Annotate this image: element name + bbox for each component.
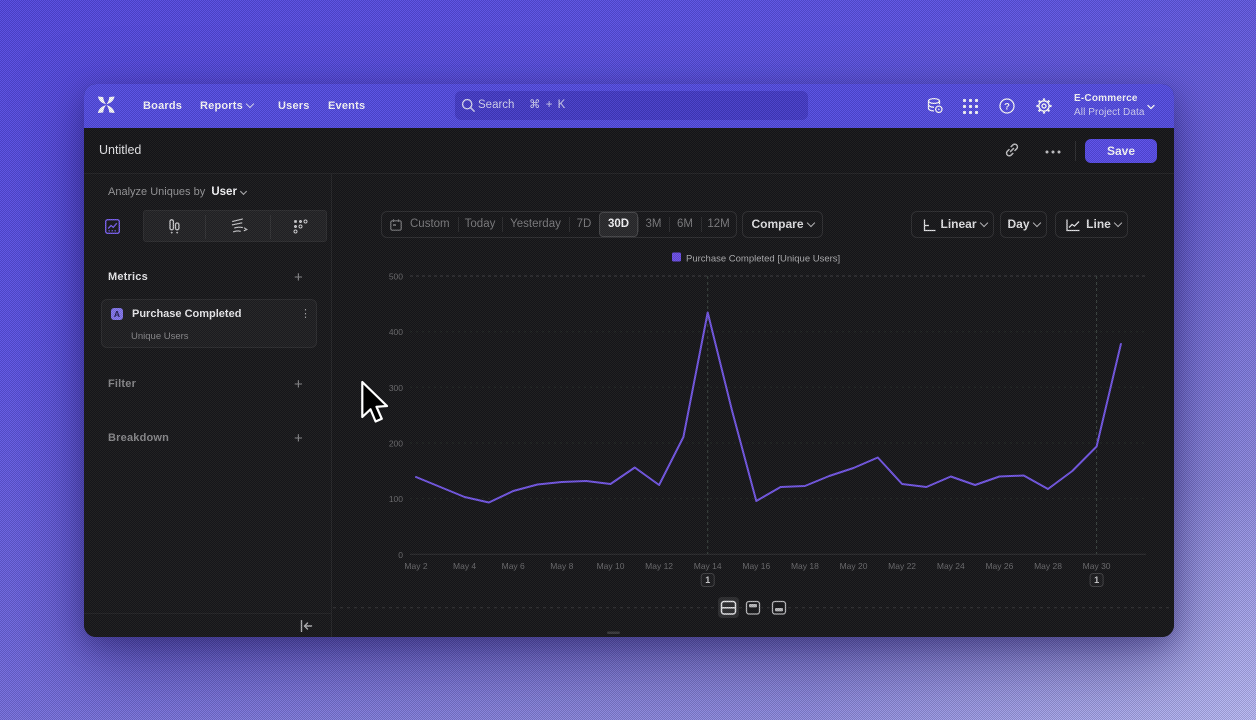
svg-text:100: 100 (389, 494, 403, 504)
svg-text:May 2: May 2 (404, 561, 427, 571)
svg-text:0: 0 (398, 550, 403, 560)
svg-text:May 20: May 20 (840, 561, 868, 571)
svg-text:1: 1 (705, 575, 710, 585)
svg-text:200: 200 (389, 439, 403, 449)
svg-text:May 26: May 26 (985, 561, 1013, 571)
svg-text:May 4: May 4 (453, 561, 476, 571)
svg-text:May 6: May 6 (502, 561, 525, 571)
svg-text:300: 300 (389, 383, 403, 393)
svg-text:Purchase Completed [Unique Use: Purchase Completed [Unique Users] (686, 254, 840, 265)
svg-text:?: ? (1004, 101, 1010, 112)
svg-text:May 30: May 30 (1083, 561, 1111, 571)
svg-text:1: 1 (1094, 575, 1099, 585)
svg-text:May 28: May 28 (1034, 561, 1062, 571)
svg-text:400: 400 (389, 327, 403, 337)
svg-text:May 12: May 12 (645, 561, 673, 571)
svg-text:May 16: May 16 (742, 561, 770, 571)
svg-text:May 8: May 8 (550, 561, 573, 571)
svg-text:500: 500 (389, 272, 403, 282)
svg-text:May 18: May 18 (791, 561, 819, 571)
svg-text:May 22: May 22 (888, 561, 916, 571)
svg-text:May 10: May 10 (597, 561, 625, 571)
svg-text:May 14: May 14 (694, 561, 722, 571)
svg-text:May 24: May 24 (937, 561, 965, 571)
